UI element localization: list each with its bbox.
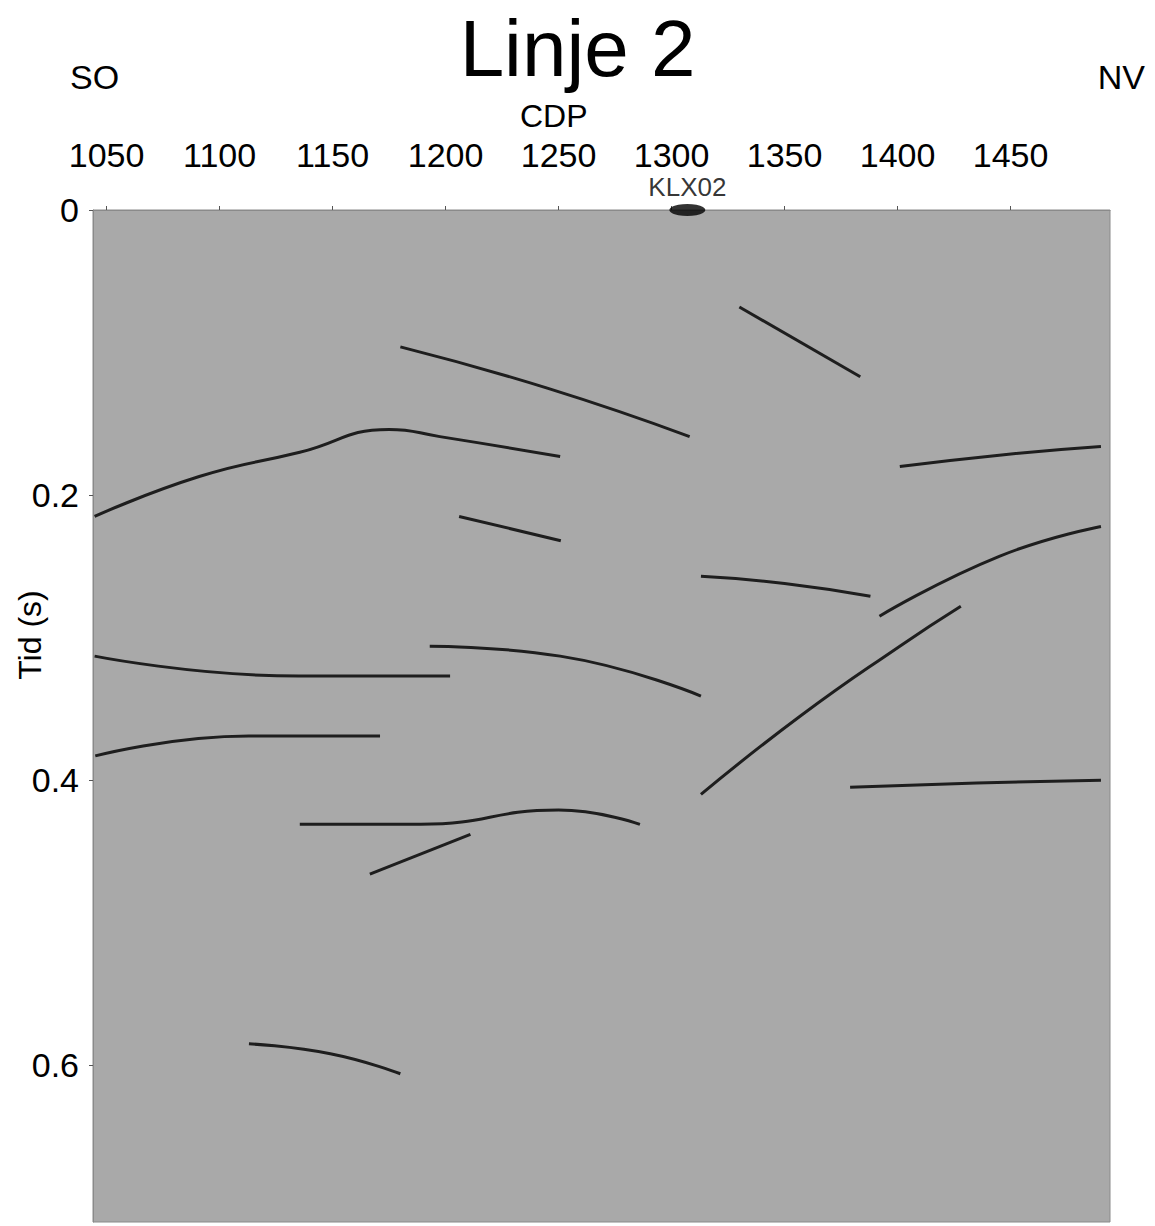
svg-text:SO: SO: [70, 58, 119, 96]
svg-text:1050: 1050: [69, 136, 145, 174]
svg-text:1350: 1350: [747, 136, 823, 174]
svg-text:1200: 1200: [408, 136, 484, 174]
svg-text:0.6: 0.6: [32, 1046, 79, 1084]
svg-text:1150: 1150: [296, 136, 369, 174]
svg-text:CDP: CDP: [520, 98, 588, 134]
svg-text:1400: 1400: [860, 136, 936, 174]
svg-text:KLX02: KLX02: [648, 172, 726, 202]
svg-text:1300: 1300: [634, 136, 710, 174]
svg-text:Linje 2: Linje 2: [460, 4, 696, 93]
svg-text:1250: 1250: [521, 136, 597, 174]
svg-text:Tid (s): Tid (s): [12, 590, 48, 679]
svg-text:0.4: 0.4: [32, 761, 79, 799]
svg-text:0.2: 0.2: [32, 476, 79, 514]
svg-text:NV: NV: [1098, 58, 1146, 96]
svg-text:0: 0: [60, 191, 79, 229]
svg-text:1100: 1100: [183, 136, 256, 174]
svg-text:1450: 1450: [973, 136, 1049, 174]
